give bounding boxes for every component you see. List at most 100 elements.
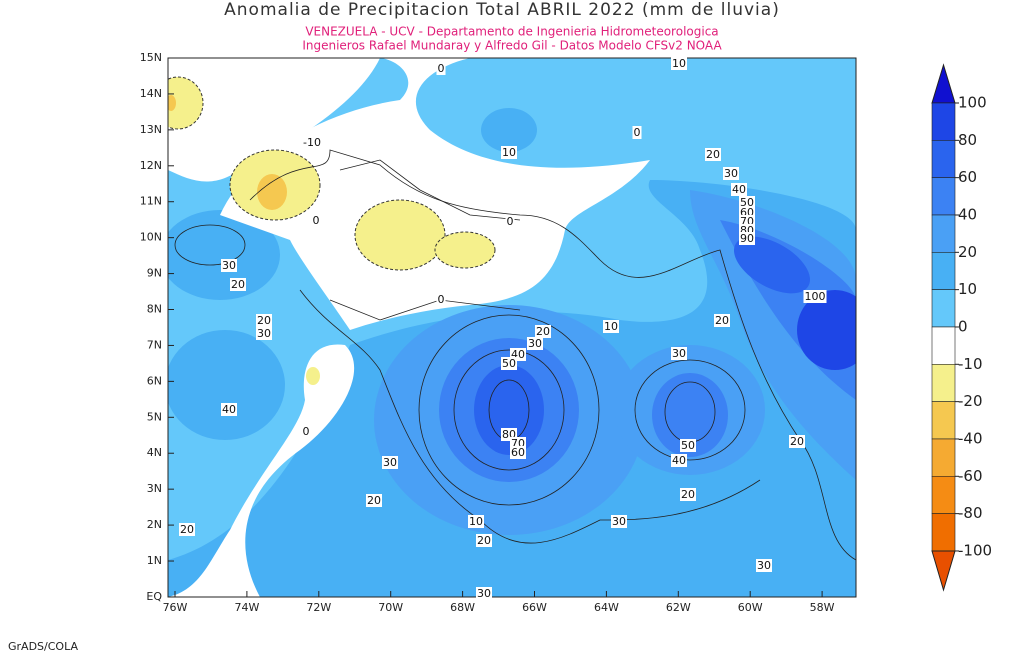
contour-label: 20 <box>477 534 491 547</box>
contour-label-bg <box>302 136 322 149</box>
colorbar-label: -100 <box>958 541 992 559</box>
colorbar-label: -80 <box>958 504 983 522</box>
contour-label: 40 <box>672 454 686 467</box>
colorbar-label: 10 <box>958 280 977 298</box>
lon-label: 76W <box>163 601 188 614</box>
contour-label-bg <box>311 214 321 227</box>
contour-label: 30 <box>222 259 236 272</box>
contour-label-bg <box>739 232 755 245</box>
colorbar-label: 60 <box>958 168 977 186</box>
contour-label: 10 <box>672 57 686 70</box>
colorbar-segment <box>931 326 956 365</box>
contour-label-bg <box>723 167 739 180</box>
lon-label: 62W <box>666 601 691 614</box>
contour-label: 20 <box>367 494 381 507</box>
credit: GrADS/COLA <box>8 640 78 653</box>
colorbar-segment <box>931 102 956 141</box>
contour-label-bg <box>739 196 755 209</box>
map-frame <box>167 57 857 598</box>
colorbar-segment <box>931 364 956 402</box>
contour-label: 30 <box>257 327 271 340</box>
contour-label: 20 <box>715 314 729 327</box>
lat-label: 9N <box>147 267 162 280</box>
lon-label: 68W <box>450 601 475 614</box>
contour-label-bg <box>476 534 492 547</box>
contour-label-bg <box>468 515 484 528</box>
contour-label-bg <box>535 325 551 338</box>
contour-label-bg <box>803 290 827 303</box>
contour-label: 0 <box>507 215 514 228</box>
contour-label-bg <box>789 435 805 448</box>
contour-label: 30 <box>672 347 686 360</box>
contour-label: 40 <box>222 403 236 416</box>
subtitle: Ingenieros Rafael Mundaray y Alfredo Gil… <box>302 39 722 53</box>
contour-label-bg <box>611 515 627 528</box>
contour-label-bg <box>436 293 446 306</box>
lat-label: 8N <box>147 303 162 316</box>
colorbar-segment <box>931 252 956 290</box>
lat-label: 7N <box>147 338 162 351</box>
contour-label-bg <box>505 215 515 228</box>
contour-label: 20 <box>706 148 720 161</box>
colorbar-segment <box>931 177 956 216</box>
contour-label-bg <box>221 403 237 416</box>
lat-label: 11N <box>140 195 162 208</box>
colorbar-triangle <box>931 550 956 592</box>
contour-label-bg <box>527 337 543 350</box>
colorbar-label: -60 <box>958 467 983 485</box>
colorbar-segment <box>931 140 956 178</box>
contour-label-bg <box>301 425 311 438</box>
contour-label: 60 <box>511 446 525 459</box>
contour-label-bg <box>256 314 272 327</box>
contour-label: 30 <box>383 456 397 469</box>
contour-label: 0 <box>303 425 310 438</box>
contour-label: 30 <box>477 587 491 600</box>
title: Anomalia de Precipitacion Total ABRIL 20… <box>224 0 780 20</box>
contour-label: 0 <box>634 126 641 139</box>
colorbar-label: 40 <box>958 205 977 223</box>
contour-label-bg <box>366 494 382 507</box>
lat-label: 3N <box>147 482 162 495</box>
contour-label-bg <box>680 488 696 501</box>
contour-label: 10 <box>502 146 516 159</box>
contour-label-bg <box>179 523 195 536</box>
contour-label-bg <box>756 559 772 572</box>
lat-label: 14N <box>140 87 162 100</box>
contour-label: 30 <box>724 167 738 180</box>
lat-label: 13N <box>140 123 162 136</box>
lon-label: 66W <box>522 601 547 614</box>
contour-label: 100 <box>805 290 826 303</box>
contour-label: 20 <box>180 523 194 536</box>
contour-label: 0 <box>438 62 445 75</box>
subtitle: VENEZUELA - UCV - Departamento de Ingeni… <box>305 25 718 39</box>
lat-label: 4N <box>147 446 162 459</box>
contour-label-bg <box>671 454 687 467</box>
colorbar-label: 0 <box>958 317 968 335</box>
lat-label: 1N <box>147 554 162 567</box>
lon-label: 70W <box>378 601 403 614</box>
colorbar-label: 20 <box>958 243 977 261</box>
contour-label-bg <box>230 278 246 291</box>
contour-label: 30 <box>528 337 542 350</box>
lon-label: 58W <box>810 601 835 614</box>
contour-label-bg <box>705 148 721 161</box>
contour-label-bg <box>680 439 696 452</box>
contour-label: 20 <box>790 435 804 448</box>
contour-label: -10 <box>303 136 321 149</box>
contour-label: 40 <box>732 183 746 196</box>
contour-label-bg <box>510 446 526 459</box>
lat-label: 5N <box>147 410 162 423</box>
lon-label: 60W <box>738 601 763 614</box>
contour-label-bg <box>476 587 492 600</box>
contour-label-bg <box>382 456 398 469</box>
contour-label: 0 <box>313 214 320 227</box>
colorbar-segment <box>931 214 956 253</box>
lat-label: 6N <box>147 374 162 387</box>
contour-label-bg <box>501 357 517 370</box>
contour-label-bg <box>256 327 272 340</box>
contour-label: 10 <box>604 320 618 333</box>
lat-label: 15N <box>140 51 162 64</box>
colorbar-segment <box>931 513 956 552</box>
lon-label: 72W <box>306 601 331 614</box>
